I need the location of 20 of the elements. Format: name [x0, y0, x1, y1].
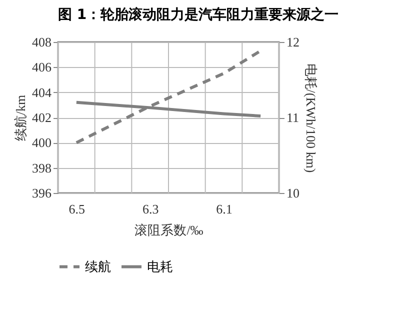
y2-axis-title: 电耗/(KWh/100 km) — [304, 63, 318, 173]
y2-tick-label: 11 — [286, 110, 300, 125]
y2-tick-label: 10 — [286, 186, 300, 200]
y-tick-label: 406 — [32, 60, 52, 75]
y-axis-title: 续航/km — [13, 94, 28, 142]
legend-label: 电耗 — [147, 258, 173, 274]
y-tick-label: 402 — [32, 110, 52, 125]
chart-title: 图 1：轮胎滚动阻力是汽车阻力重要来源之一 — [58, 6, 339, 23]
x-tick-label: 6.3 — [142, 202, 159, 216]
y-tick-label: 404 — [32, 84, 52, 100]
y-tick-label: 408 — [32, 34, 52, 50]
y-tick-label: 396 — [32, 186, 52, 200]
y-tick-label: 400 — [32, 135, 52, 150]
x-axis-title: 滚阻系数/‰ — [134, 222, 204, 238]
legend-label: 续航 — [85, 258, 111, 274]
line-series — [74, 49, 262, 144]
x-tick-label: 6.5 — [68, 202, 86, 216]
y-tick-label: 398 — [32, 160, 52, 176]
y2-tick-label: 12 — [286, 34, 300, 50]
x-tick-label: 6.1 — [216, 202, 232, 216]
